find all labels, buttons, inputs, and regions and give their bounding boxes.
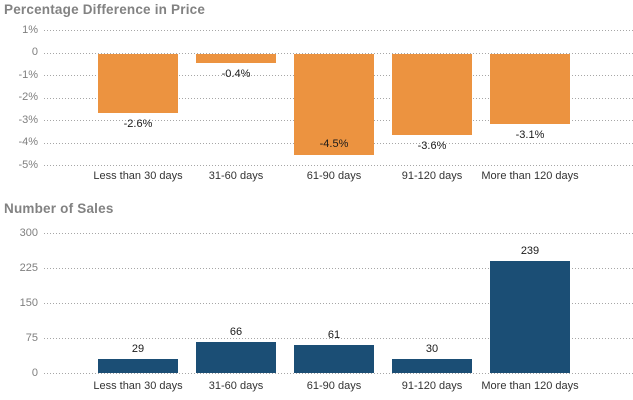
bar-value-label: -2.6% (123, 118, 153, 130)
bar[interactable] (294, 345, 374, 373)
gridline (44, 373, 633, 374)
y-tick-label: -3% (18, 114, 38, 126)
gridline (44, 233, 633, 234)
y-tick-label: -2% (18, 91, 38, 103)
bar[interactable] (490, 261, 570, 373)
bar[interactable] (98, 359, 178, 373)
y-tick-label: 150 (19, 297, 38, 309)
gridline (44, 53, 633, 54)
y-tick-label: -5% (18, 159, 38, 171)
bar-value-label: -4.5% (319, 138, 349, 150)
chart-title: Number of Sales (4, 201, 114, 216)
y-tick-label: 300 (19, 227, 38, 239)
bar-value-label: 61 (327, 329, 341, 341)
bar-value-label: 30 (425, 343, 439, 355)
x-category-label: Less than 30 days (93, 170, 183, 182)
x-category-label: 31-60 days (208, 380, 264, 392)
y-tick-label: 225 (19, 262, 38, 274)
gridline (44, 303, 633, 304)
bar-value-label: 29 (131, 343, 145, 355)
y-tick-label: -4% (18, 136, 38, 148)
bar[interactable] (294, 54, 374, 155)
x-category-label: 91-120 days (401, 170, 463, 182)
gridline (44, 30, 633, 31)
gridline (44, 268, 633, 269)
bar[interactable] (98, 54, 178, 113)
bar-value-label: 239 (520, 245, 540, 257)
bar-value-label: -0.4% (221, 68, 251, 80)
x-category-label: More than 120 days (481, 380, 579, 392)
bar[interactable] (196, 54, 276, 63)
bar[interactable] (392, 54, 472, 135)
y-tick-label: 0 (31, 46, 38, 58)
y-tick-label: -1% (18, 69, 38, 81)
x-category-label: 61-90 days (306, 170, 362, 182)
gridline (44, 338, 633, 339)
bar[interactable] (196, 342, 276, 373)
bar[interactable] (392, 359, 472, 373)
bar-value-label: -3.6% (417, 140, 447, 152)
bar[interactable] (490, 54, 570, 124)
y-tick-label: 75 (25, 332, 38, 344)
x-category-label: More than 120 days (481, 170, 579, 182)
x-category-label: 61-90 days (306, 380, 362, 392)
x-category-label: 91-120 days (401, 380, 463, 392)
y-tick-label: 0 (31, 367, 38, 379)
bar-value-label: 66 (229, 326, 243, 338)
x-category-label: 31-60 days (208, 170, 264, 182)
x-category-label: Less than 30 days (93, 380, 183, 392)
y-tick-label: 1% (22, 24, 38, 36)
bar-value-label: -3.1% (515, 129, 545, 141)
chart-title: Percentage Difference in Price (4, 2, 206, 17)
gridline (44, 165, 633, 166)
